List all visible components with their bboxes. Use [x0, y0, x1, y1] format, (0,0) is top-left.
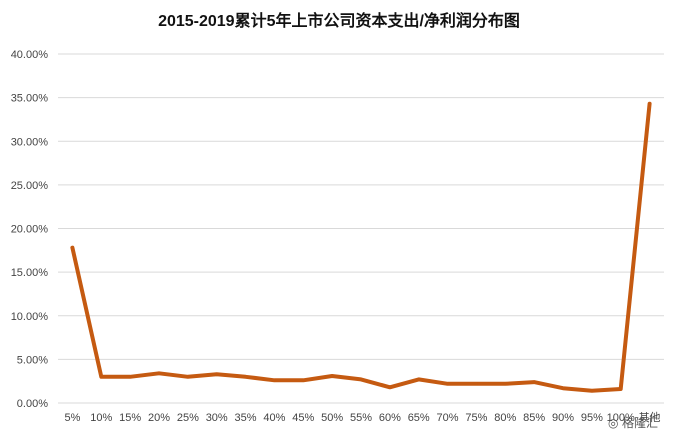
x-tick-label: 65% — [408, 412, 430, 424]
series-layer — [70, 101, 652, 393]
x-tick-label: 其他 — [639, 411, 661, 424]
x-tick-label: 60% — [379, 412, 401, 424]
series-line — [70, 101, 652, 393]
data-point — [417, 377, 421, 381]
x-tick-label: 45% — [292, 412, 314, 424]
data-point — [619, 387, 623, 391]
x-tick-label: 35% — [235, 412, 257, 424]
x-tick-label: 80% — [494, 412, 516, 424]
y-tick-label: 30.00% — [11, 136, 49, 148]
data-point — [446, 382, 450, 386]
y-tick-label: 40.00% — [11, 49, 49, 61]
x-tick-label: 75% — [465, 412, 487, 424]
x-tick-label: 10% — [90, 412, 112, 424]
data-point — [561, 386, 565, 390]
x-tick-label: 25% — [177, 412, 199, 424]
x-tick-label: 20% — [148, 412, 170, 424]
watermark: ◎ 格隆汇 — [608, 415, 658, 430]
data-point — [359, 377, 363, 381]
x-tick-label: 30% — [206, 412, 228, 424]
x-tick-label: 50% — [321, 412, 343, 424]
data-point — [186, 375, 190, 379]
x-tick-label: 100% — [607, 412, 635, 424]
x-tick-label: 15% — [119, 412, 141, 424]
data-point — [590, 389, 594, 393]
y-tick-label: 25.00% — [11, 180, 49, 192]
gridlines — [58, 53, 664, 404]
x-tick-label: 90% — [552, 412, 574, 424]
data-point — [503, 382, 507, 386]
watermark-text: 格隆汇 — [622, 415, 658, 430]
data-point — [128, 375, 132, 379]
data-point — [272, 378, 276, 382]
data-point — [330, 374, 334, 378]
watermark-logo-icon: ◎ — [608, 416, 618, 430]
x-tick-label: 85% — [523, 412, 545, 424]
y-axis-ticks: 0.00% 5.00% 10.00% 15.00% 20.00% 25.00% 30.00%… — [11, 49, 49, 410]
x-axis-ticks: 5% 10% 15% 20% 25% 30% 35% 40% 45% 50% 55% 60% 65% 70… — [64, 411, 660, 424]
data-point — [532, 380, 536, 384]
data-point — [388, 385, 392, 389]
y-tick-label: 5.00% — [17, 354, 48, 366]
y-tick-label: 10.00% — [11, 311, 49, 323]
data-point — [215, 372, 219, 376]
x-tick-label: 40% — [263, 412, 285, 424]
data-point — [244, 375, 248, 379]
x-tick-label: 55% — [350, 412, 372, 424]
data-point — [70, 246, 74, 250]
chart-title: 2015-2019累计5年上市公司资本支出/净利润分布图 — [158, 11, 520, 30]
data-point — [301, 378, 305, 382]
y-tick-label: 35.00% — [11, 93, 49, 105]
data-point — [99, 375, 103, 379]
y-tick-label: 15.00% — [11, 267, 49, 279]
data-point — [157, 371, 161, 375]
x-tick-label: 5% — [64, 412, 80, 424]
x-tick-label: 70% — [437, 412, 459, 424]
y-tick-label: 20.00% — [11, 224, 49, 236]
data-point — [648, 102, 652, 106]
x-tick-label: 95% — [581, 412, 603, 424]
data-point — [474, 382, 478, 386]
y-tick-label: 0.00% — [17, 398, 48, 410]
